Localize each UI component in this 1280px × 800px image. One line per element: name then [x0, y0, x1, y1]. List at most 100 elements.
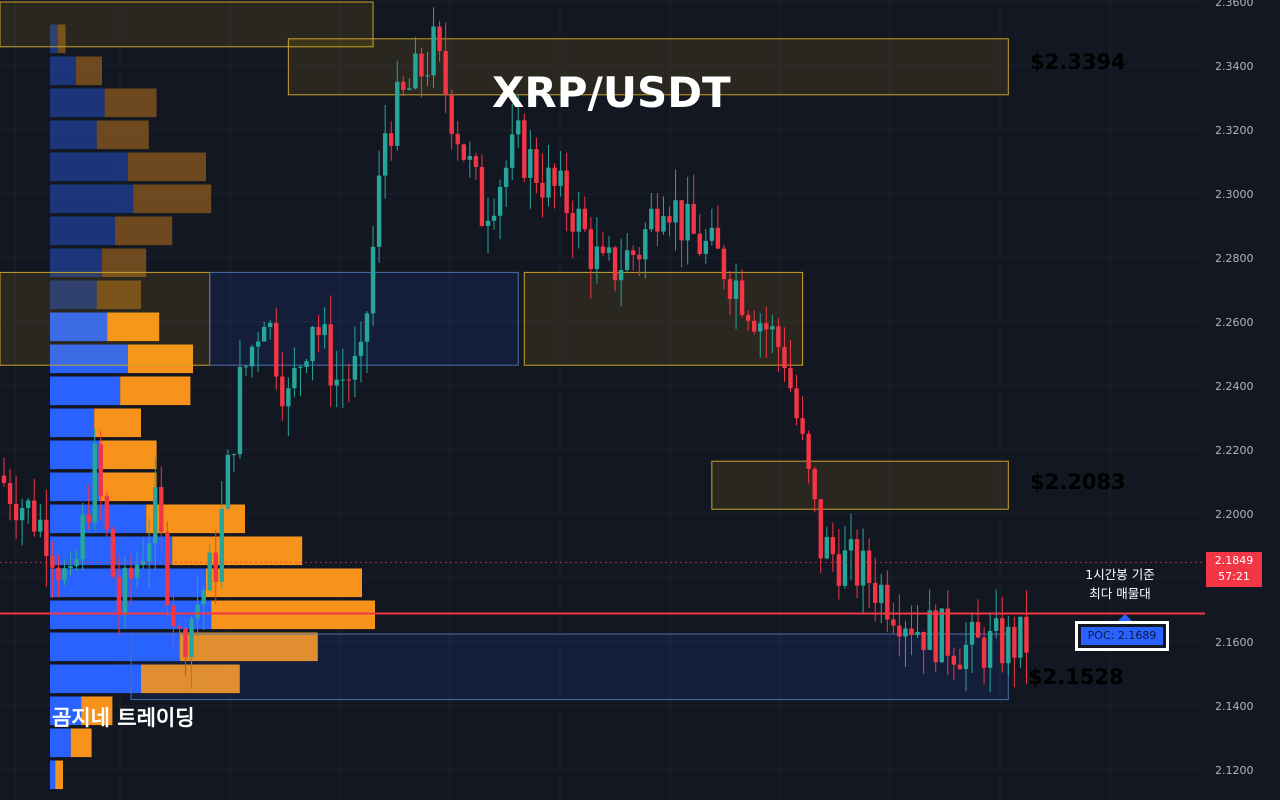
candle-up	[879, 584, 884, 604]
supply-zone	[0, 271, 211, 366]
volume-bar-buy	[50, 88, 105, 118]
candle-down	[975, 621, 981, 638]
candle-down	[764, 323, 769, 330]
candle-down	[854, 539, 860, 586]
volume-bar-buy	[50, 120, 97, 150]
candle-up	[770, 326, 775, 330]
candle-down	[449, 94, 454, 134]
candle-up	[467, 156, 473, 160]
candle-down	[981, 637, 987, 668]
candle-up	[364, 313, 370, 342]
volume-bar-buy	[50, 760, 56, 790]
candle-up	[425, 75, 430, 77]
candle-down	[473, 156, 479, 167]
candle-down	[165, 531, 170, 606]
candle-up	[249, 346, 255, 367]
candle-up	[237, 366, 243, 455]
candle-up	[649, 208, 654, 230]
candle-up	[255, 341, 261, 347]
candle-up	[219, 508, 224, 582]
candle-down	[897, 625, 902, 637]
candle-up	[122, 567, 128, 616]
candle-up	[842, 550, 848, 586]
candle-down	[419, 53, 424, 77]
volume-bar-buy	[50, 152, 128, 182]
candle-down	[443, 50, 448, 95]
candle-down	[540, 182, 545, 198]
candle-up	[207, 552, 212, 591]
volume-bar-buy	[50, 408, 95, 438]
volume-note-line2: 최다 매물대	[1089, 586, 1151, 601]
candle-down	[1012, 626, 1017, 658]
candle-up	[987, 630, 993, 668]
candle-up	[624, 250, 630, 271]
candle-up	[994, 618, 999, 631]
candle-up	[558, 170, 563, 186]
candle-up	[292, 367, 297, 389]
volume-bar-sell	[107, 312, 160, 342]
volume-bar-sell	[99, 440, 157, 470]
candle-up	[201, 590, 206, 605]
volume-bar-sell	[96, 280, 141, 310]
candle-down	[782, 347, 787, 369]
candle-down	[213, 552, 218, 582]
volume-bar-buy	[50, 376, 121, 406]
candle-down	[588, 229, 594, 270]
volume-bar-sell	[57, 24, 66, 54]
candle-down	[715, 227, 721, 249]
volume-bar-sell	[94, 408, 141, 438]
candle-up	[189, 618, 194, 658]
supply-zone	[711, 460, 1009, 510]
candle-up	[395, 81, 400, 146]
price-tick-label: 2.3400	[1215, 60, 1254, 73]
current-price-tag: 2.1849 57:21	[1206, 552, 1262, 587]
price-tick-label: 2.1600	[1215, 636, 1254, 649]
volume-bar-sell	[206, 568, 362, 598]
candle-up	[19, 507, 25, 521]
candle-down	[818, 499, 823, 559]
candle-down	[86, 514, 91, 523]
candle-up	[673, 200, 678, 223]
candle-up	[485, 220, 491, 226]
candle-up	[68, 566, 73, 569]
supply-zone	[0, 1, 374, 48]
candle-down	[570, 213, 575, 232]
candle-down	[13, 503, 19, 521]
volume-bar-buy	[50, 504, 147, 534]
candle-up	[661, 216, 666, 232]
candle-up	[382, 133, 388, 176]
candle-down	[1000, 618, 1005, 664]
candle-down	[183, 628, 188, 658]
candle-up	[334, 379, 339, 386]
volume-bar-buy	[50, 728, 71, 758]
price-tick-label: 2.2800	[1215, 252, 1254, 265]
price-tick-label: 2.1400	[1215, 700, 1254, 713]
volume-bar-sell	[96, 120, 149, 150]
candle-up	[516, 120, 521, 135]
price-tick-label: 2.2200	[1215, 444, 1254, 457]
candle-down	[836, 554, 842, 586]
volume-bar-buy	[50, 344, 128, 374]
candle-down	[612, 247, 618, 281]
candle-up	[243, 366, 249, 368]
volume-bar-sell	[141, 664, 240, 694]
candle-down	[921, 631, 926, 650]
candle-down	[957, 664, 963, 670]
volume-bar-buy	[50, 440, 100, 470]
supply-zone	[287, 38, 1009, 96]
candle-down	[582, 208, 587, 230]
candle-up	[376, 175, 382, 247]
candle-up	[407, 88, 412, 90]
volume-bar-buy	[50, 56, 76, 86]
candle-down	[159, 487, 164, 532]
volume-bar-buy	[50, 312, 108, 342]
price-tick-label: 2.2400	[1215, 380, 1254, 393]
candle-up	[1006, 626, 1011, 664]
candle-up	[860, 550, 866, 586]
candle-up	[497, 186, 503, 216]
supply-zone	[523, 271, 804, 366]
candle-down	[1024, 616, 1029, 653]
volume-bar-sell	[128, 152, 206, 182]
bar-countdown: 57:21	[1218, 570, 1250, 583]
